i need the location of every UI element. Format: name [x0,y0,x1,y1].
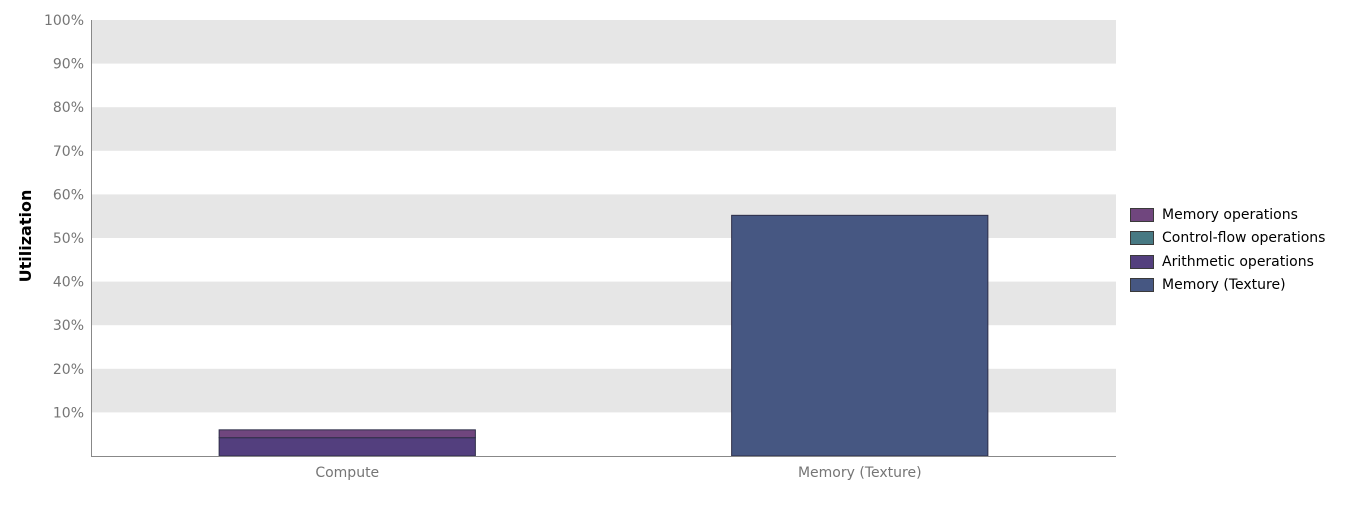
legend-swatch [1130,278,1154,293]
bar-segment [218,437,476,457]
legend-label: Memory operations [1162,206,1298,223]
legend-swatch [1130,231,1154,246]
x-tick-label: Memory (Texture) [798,465,922,481]
bar-segment [731,214,989,457]
y-tick-label: 100% [44,13,84,29]
y-tick-label: 10% [53,405,84,421]
legend-item: Arithmetic operations [1130,250,1325,274]
x-tick-labels: Compute Memory (Texture) [315,465,921,481]
legend-item: Control-flow operations [1130,227,1325,251]
y-tick-label: 70% [53,144,84,160]
legend-label: Arithmetic operations [1162,253,1314,270]
grid-band [91,107,1116,151]
y-tick-label: 50% [53,231,84,247]
grid-band [91,20,1116,64]
legend-item: Memory (Texture) [1130,274,1325,298]
y-tick-label: 80% [53,100,84,116]
legend-swatch [1130,254,1154,269]
legend-swatch [1130,207,1154,222]
legend-label: Memory (Texture) [1162,277,1286,294]
legend: Memory operations Control-flow operations… [1130,203,1325,297]
bars [218,214,989,457]
x-tick-label: Compute [315,465,379,481]
y-tick-label: 40% [53,275,84,291]
y-tick-label: 90% [53,57,84,73]
y-tick-label: 60% [53,187,84,203]
y-axis-label: Utilization [16,190,35,283]
legend-label: Control-flow operations [1162,230,1326,247]
y-tick-label: 20% [53,362,84,378]
y-tick-labels: 10% 20% 30% 40% 50% 60% 70% 80% 90% 100% [44,13,84,421]
bar-segment [218,429,476,439]
legend-item: Memory operations [1130,203,1325,227]
y-tick-label: 30% [53,318,84,334]
